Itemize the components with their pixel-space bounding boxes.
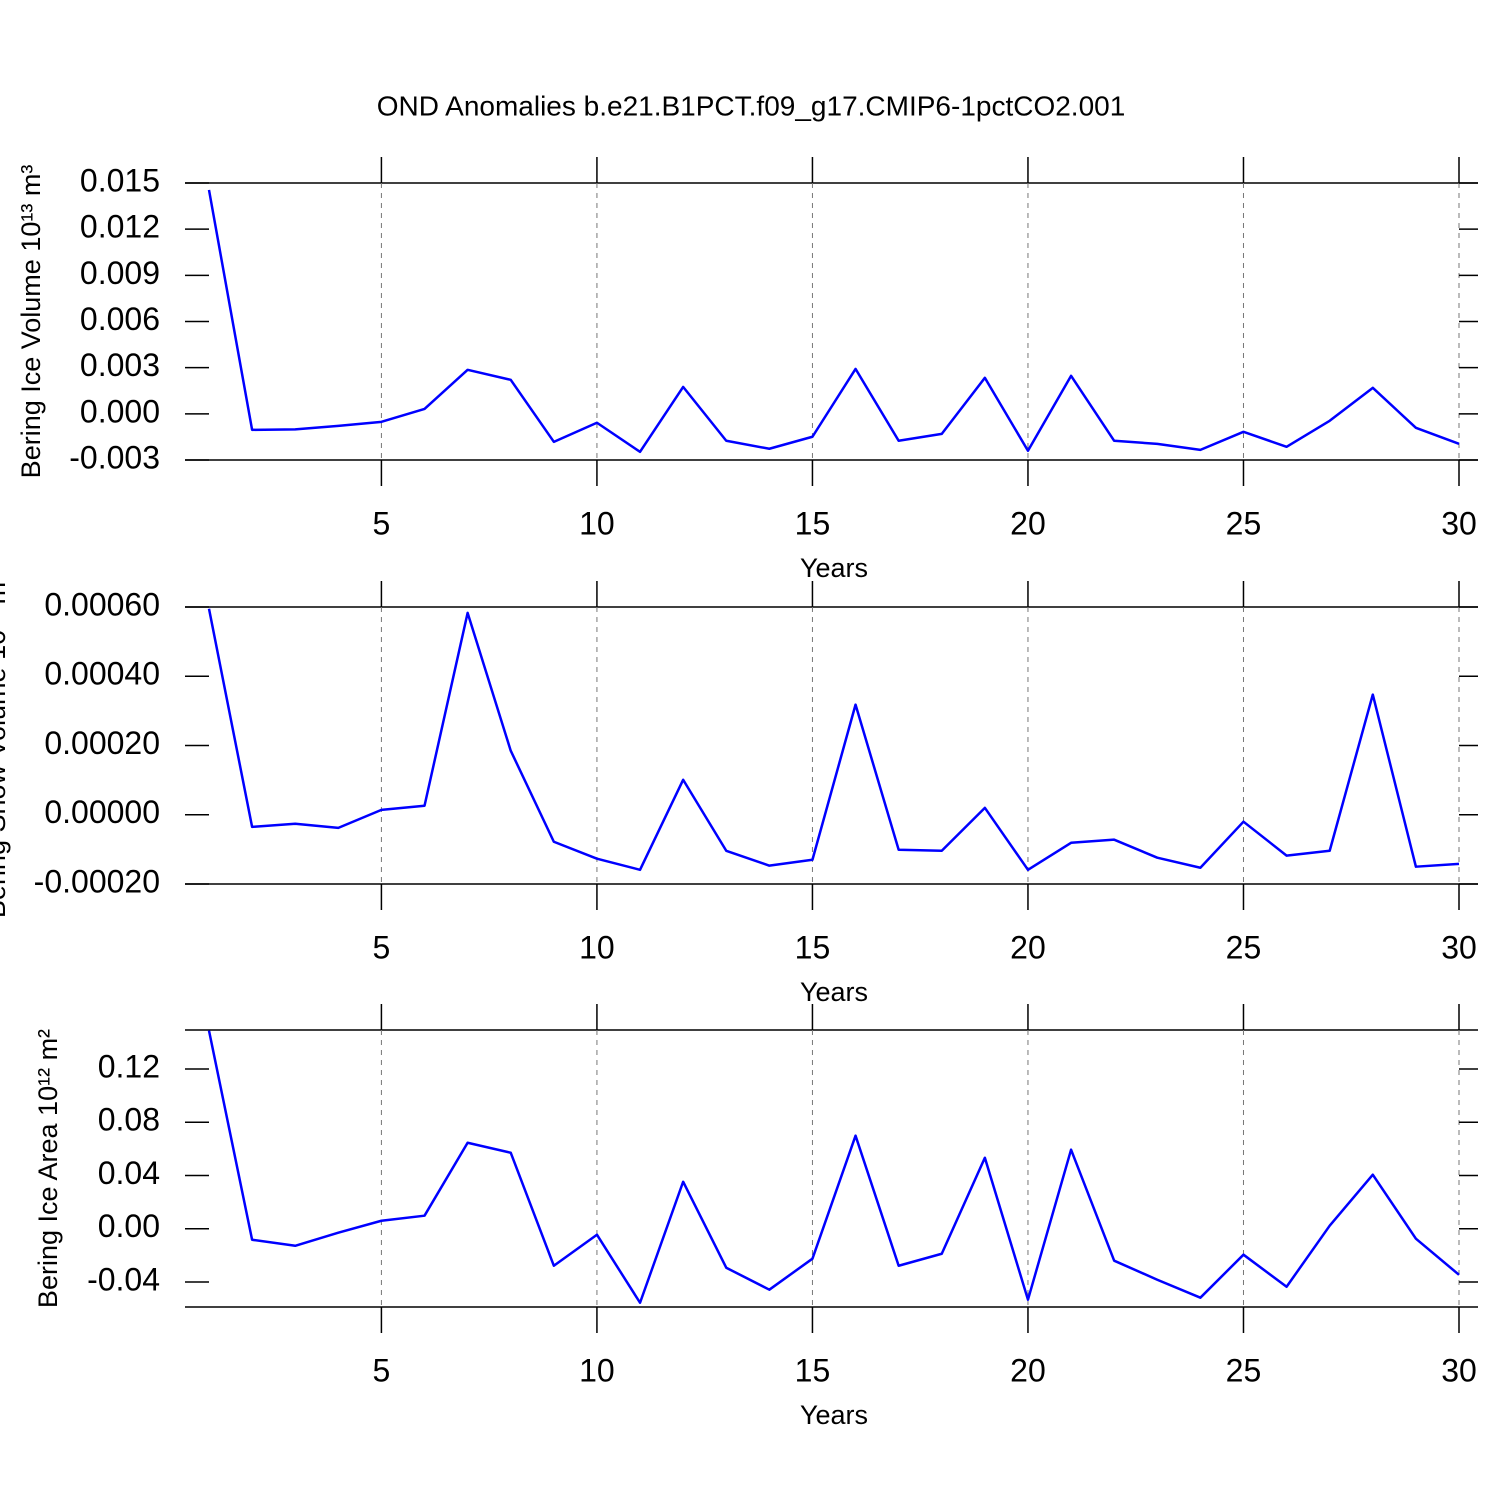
x-axis-label: Years	[800, 977, 868, 1007]
y-tick-label: 0.08	[98, 1102, 160, 1138]
x-tick-label: 5	[373, 505, 391, 541]
x-tick-label: 15	[795, 505, 831, 541]
y-tick-label: 0.00	[98, 1208, 160, 1244]
x-tick-label: 20	[1010, 505, 1046, 541]
y-tick-label: 0.00000	[44, 794, 160, 830]
data-line	[207, 608, 1460, 872]
y-tick-label: 0.00020	[44, 725, 160, 761]
y-axis-label: Bering Ice Area 10¹² m²	[33, 1029, 63, 1308]
y-tick-label: 0.003	[80, 347, 160, 383]
data-line	[207, 189, 1460, 454]
y-tick-label: 0.009	[80, 255, 160, 291]
x-axis-label: Years	[800, 1400, 868, 1430]
y-tick-label: 0.00040	[44, 656, 160, 692]
chart-title: OND Anomalies b.e21.B1PCT.f09_g17.CMIP6-…	[377, 90, 1126, 121]
x-tick-label: 10	[579, 505, 615, 541]
x-tick-label: 5	[373, 1352, 391, 1388]
y-tick-label: -0.003	[69, 439, 160, 475]
y-axis-label: Bering Ice Volume 10¹³ m³	[16, 165, 46, 479]
x-tick-label: 25	[1226, 1352, 1262, 1388]
x-tick-label: 15	[795, 1352, 831, 1388]
y-tick-label: 0.000	[80, 393, 160, 429]
x-tick-label: 10	[579, 929, 615, 965]
y-tick-label: 0.04	[98, 1155, 160, 1191]
x-tick-label: 15	[795, 929, 831, 965]
x-tick-label: 10	[579, 1352, 615, 1388]
y-tick-label: -0.04	[87, 1261, 160, 1297]
y-tick-label: -0.00020	[34, 863, 160, 899]
y-tick-label: 0.015	[80, 162, 160, 198]
y-tick-label: 0.12	[98, 1048, 160, 1084]
x-tick-label: 25	[1226, 505, 1262, 541]
x-tick-label: 30	[1441, 1352, 1477, 1388]
x-axis-label: Years	[800, 553, 868, 583]
y-axis-label: Bering Snow Volume 10¹³ m³	[0, 573, 11, 918]
y-tick-label: 0.006	[80, 301, 160, 337]
y-tick-label: 0.00060	[44, 586, 160, 622]
x-tick-label: 20	[1010, 929, 1046, 965]
data-line	[207, 1030, 1460, 1304]
x-tick-label: 30	[1441, 929, 1477, 965]
x-tick-label: 20	[1010, 1352, 1046, 1388]
x-tick-label: 25	[1226, 929, 1262, 965]
y-tick-label: 0.012	[80, 209, 160, 245]
x-tick-label: 30	[1441, 505, 1477, 541]
x-tick-label: 5	[373, 929, 391, 965]
